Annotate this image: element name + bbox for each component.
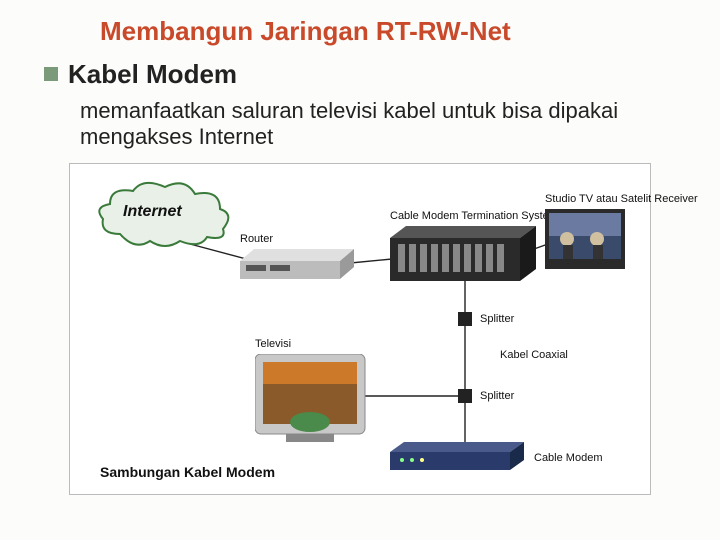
label-cablemodem: Cable Modem [534,452,602,464]
bullet-heading: Kabel Modem [68,59,237,90]
label-splitter2: Splitter [480,390,514,402]
cmts-icon [390,226,540,301]
bullet-row: Kabel Modem [44,59,680,90]
splitter-icon [458,312,472,326]
satelit-screen-icon [545,209,633,277]
label-coax_label: Kabel Coaxial [500,349,568,361]
label-splitter1: Splitter [480,313,514,325]
label-caption: Sambungan Kabel Modem [100,464,275,480]
diagram-container: Internet Router Cable Modem Termination Sy… [69,163,651,495]
router-icon [240,249,360,299]
label-televisi: Televisi [255,338,291,350]
label-cmts: Cable Modem Termination System [390,210,558,222]
description-text: memanfaatkan saluran televisi kabel untu… [80,98,680,151]
bullet-marker-icon [44,67,58,81]
label-router: Router [240,233,273,245]
slide-title: Membangun Jaringan RT-RW-Net [40,16,680,47]
label-satelit: Studio TV atau Satelit Receiver [545,193,698,205]
splitter-icon [458,389,472,403]
tv-icon [255,354,373,452]
label-internet: Internet [123,203,182,221]
cable-modem-icon [390,442,530,486]
slide: Membangun Jaringan RT-RW-Net Kabel Modem… [0,0,720,540]
